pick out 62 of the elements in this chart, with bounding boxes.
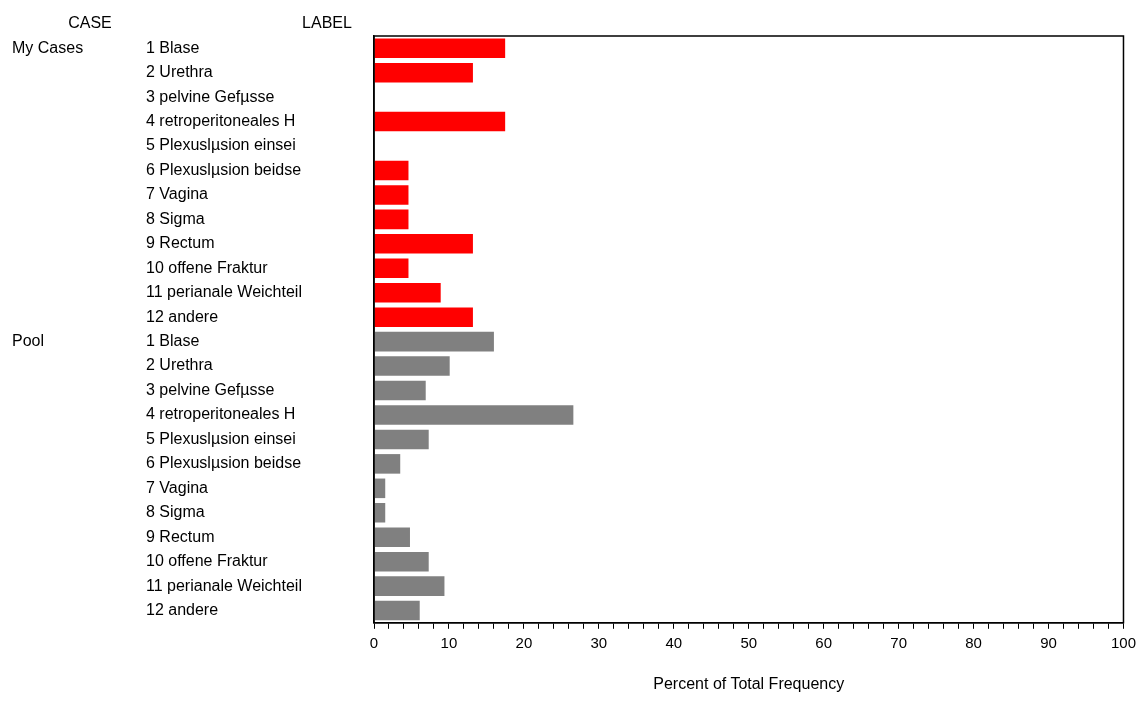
bar — [374, 454, 401, 474]
x-tick-label: 0 — [369, 633, 379, 651]
x-tick-label: 90 — [1040, 633, 1057, 651]
y-tick-label: 8 Sigma — [146, 503, 205, 521]
bar — [374, 405, 574, 425]
bar — [374, 185, 409, 205]
x-tick-label: 70 — [890, 633, 907, 651]
y-tick-label: 7 Vagina — [146, 185, 209, 203]
y-tick-label: 4 retroperitoneales H — [146, 405, 296, 423]
bar — [374, 478, 386, 499]
bar — [374, 331, 494, 352]
bar — [374, 38, 506, 59]
x-axis-title: Percent of Total Frequency — [653, 674, 845, 692]
bar — [374, 576, 445, 596]
bar — [374, 62, 473, 83]
bar — [374, 503, 386, 523]
y-tick-label: 6 Plexuslµsion beidse — [146, 454, 302, 472]
bar — [374, 356, 450, 376]
y-axis-title: LABEL — [302, 14, 353, 31]
bar — [374, 258, 409, 279]
bar — [374, 380, 426, 401]
x-tick-label: 60 — [815, 633, 833, 651]
y-tick-label: 11 perianale Weichteil — [146, 283, 302, 301]
bar — [374, 307, 473, 327]
y-tick-label: 3 pelvine Gefµsse — [146, 87, 275, 105]
x-tick-label: 80 — [965, 633, 982, 651]
x-tick-label: 50 — [740, 633, 758, 651]
bar — [374, 160, 409, 181]
y-tick-label: 12 andere — [146, 600, 219, 618]
y-tick-label: 3 pelvine Gefµsse — [146, 380, 275, 398]
y-tick-label: 1 Blase — [146, 332, 200, 350]
y-tick-label: 11 perianale Weichteil — [146, 576, 302, 594]
y-tick-label: 7 Vagina — [146, 478, 209, 496]
y-tick-label: 8 Sigma — [146, 209, 205, 227]
x-tick-label: 40 — [665, 633, 683, 651]
legend-title: CASE — [68, 14, 112, 31]
bar — [374, 209, 409, 230]
y-tick-label: 2 Urethra — [146, 356, 213, 374]
y-tick-label: 10 offene Fraktur — [146, 552, 269, 570]
text: Pool — [12, 332, 45, 350]
x-tick-label: 100 — [1110, 633, 1136, 651]
bar — [374, 429, 429, 450]
y-tick-label: 5 Plexuslµsion einsei — [146, 429, 296, 447]
text: My Cases — [12, 38, 84, 56]
y-tick-label: 5 Plexuslµsion einsei — [146, 136, 296, 154]
y-tick-label: 6 Plexuslµsion beidse — [146, 160, 302, 178]
y-tick-label: 4 retroperitoneales H — [146, 111, 296, 129]
bar — [374, 551, 429, 572]
bar — [374, 282, 441, 303]
y-tick-label: 12 andere — [146, 307, 219, 325]
x-tick-label: 20 — [515, 633, 533, 651]
bar — [374, 111, 506, 132]
y-tick-label: 1 Blase — [146, 38, 200, 56]
y-tick-label: 9 Rectum — [146, 527, 215, 545]
x-tick-label: 10 — [440, 633, 458, 651]
y-tick-label: 2 Urethra — [146, 63, 213, 81]
y-tick-label: 9 Rectum — [146, 234, 215, 252]
y-tick-label: 10 offene Fraktur — [146, 258, 269, 276]
bar — [374, 600, 420, 621]
bar — [374, 234, 473, 254]
x-tick-label: 30 — [590, 633, 608, 651]
bar — [374, 527, 410, 548]
